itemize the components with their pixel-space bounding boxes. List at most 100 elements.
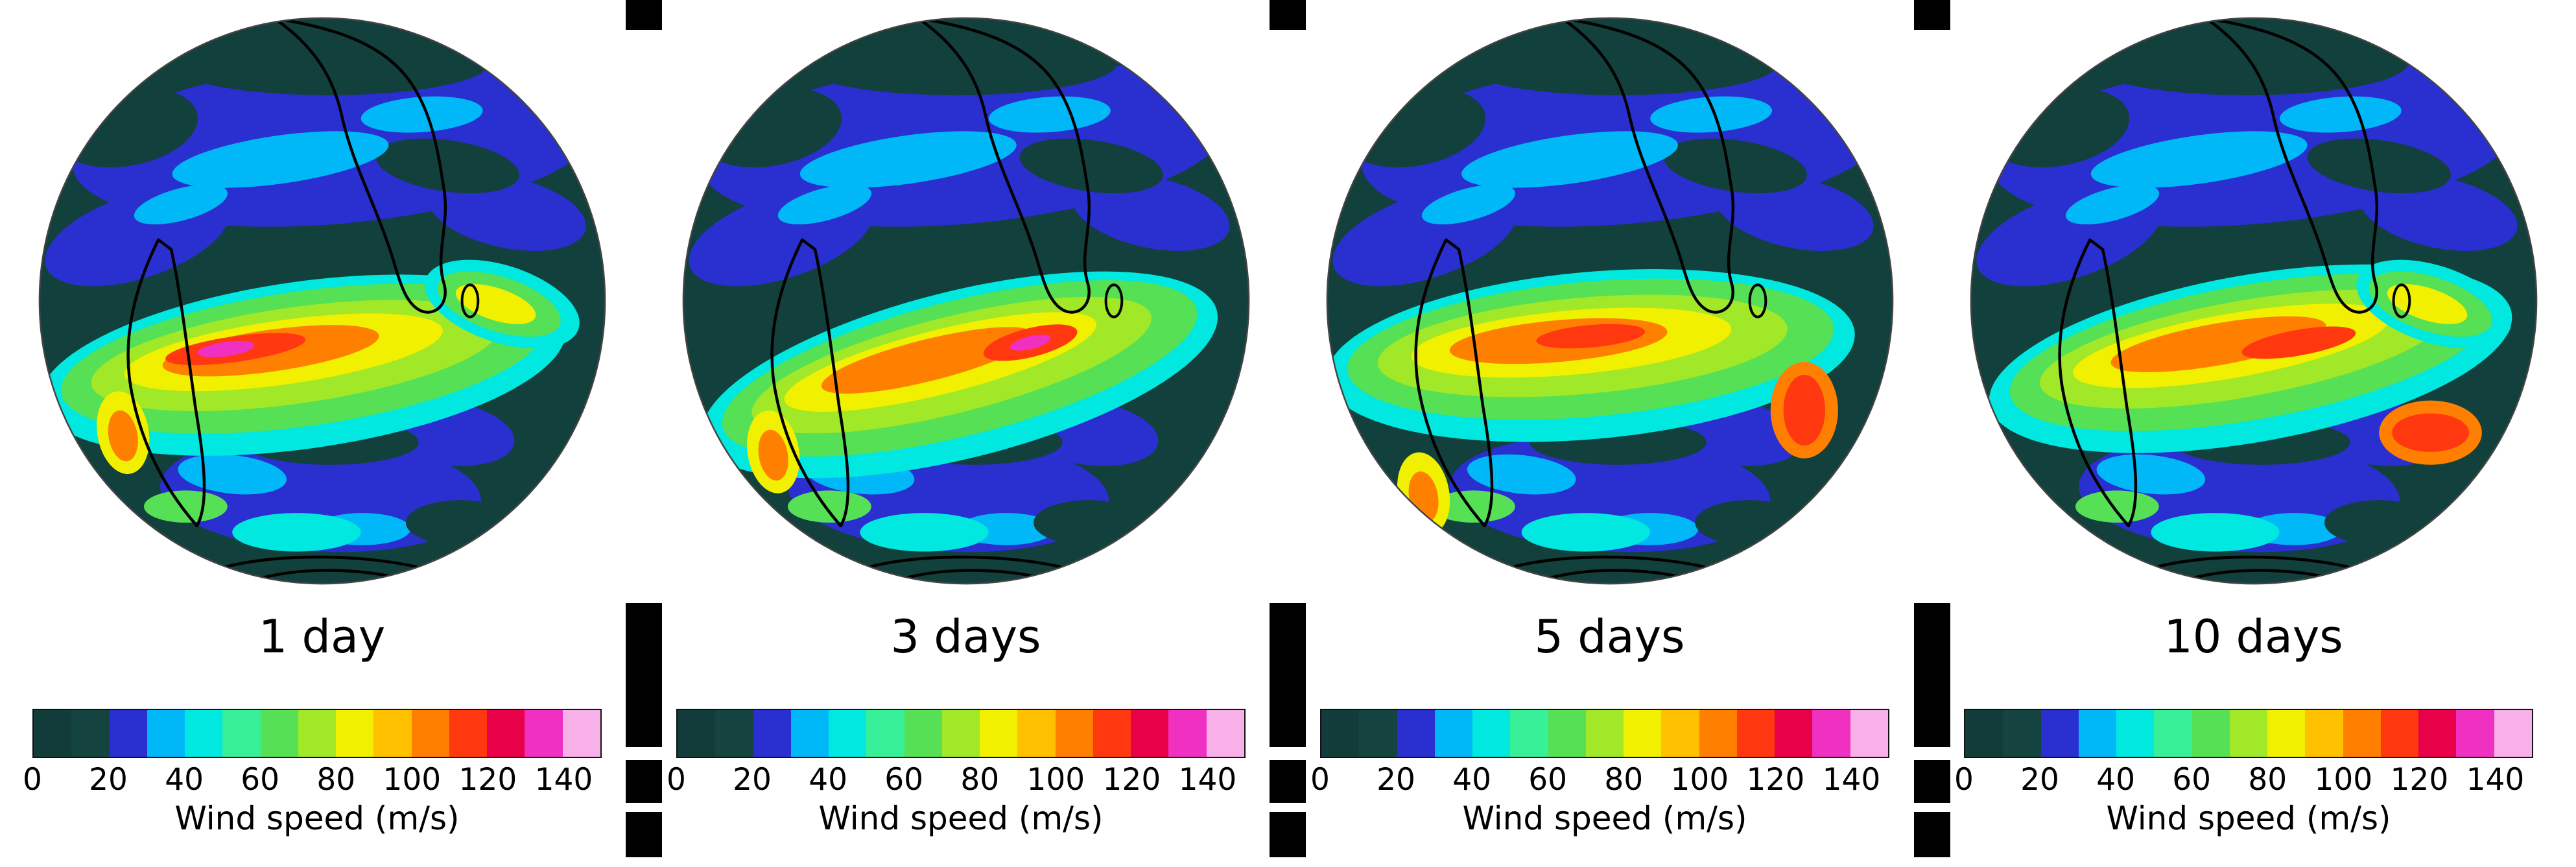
- colorbar-segment: [1397, 710, 1435, 757]
- colorbar-tick: 80: [1604, 762, 1644, 798]
- colorbar-label: Wind speed (m/s): [1462, 800, 1747, 837]
- redaction-block: [626, 812, 662, 857]
- colorbar-tick: 40: [2096, 762, 2136, 798]
- globe-wrap: [33, 12, 611, 590]
- colorbar-segment: [2305, 710, 2343, 757]
- colorbar-segment: [373, 710, 412, 757]
- colorbar-tick: 100: [383, 762, 442, 798]
- panel-1-day: 1 day 0 20 40 60 80 100 120 140 Wind speed (m/s…: [0, 0, 644, 867]
- panel-title: 3 days: [890, 610, 1041, 663]
- colorbar-segment: [71, 710, 110, 757]
- colorbar-tick: 60: [2172, 762, 2212, 798]
- globe-map-1-day: [38, 17, 606, 585]
- colorbar-segment: [1699, 710, 1737, 757]
- colorbar-segment: [790, 710, 829, 757]
- colorbar-label: Wind speed (m/s): [818, 800, 1104, 837]
- colorbar-label: Wind speed (m/s): [174, 800, 460, 837]
- colorbar-segment: [1359, 710, 1397, 757]
- globe-wrap: [1965, 12, 2543, 590]
- colorbar-tick: 40: [1452, 762, 1492, 798]
- redaction-block: [626, 603, 662, 747]
- colorbar-segment: [109, 710, 147, 757]
- redaction-block: [1270, 0, 1306, 30]
- colorbar-segment: [866, 710, 904, 757]
- colorbar-segment: [411, 710, 449, 757]
- colorbar-segment: [34, 710, 72, 757]
- colorbar-segment: [1168, 710, 1207, 757]
- colorbar-segment: [222, 710, 261, 757]
- colorbar-segment: [2229, 710, 2268, 757]
- colorbar-segment: [1206, 710, 1244, 757]
- colorbar-segment: [260, 710, 298, 757]
- colorbar-segment: [1093, 710, 1131, 757]
- colorbar-tick: 0: [23, 762, 42, 798]
- colorbar: 0 20 40 60 80 100 120 140 Wind speed (m/s): [667, 709, 1246, 837]
- colorbar-segment: [487, 710, 525, 757]
- colorbar-tick: 20: [89, 762, 128, 798]
- colorbar-tick: 60: [241, 762, 280, 798]
- colorbar-ticks: 0 20 40 60 80 100 120 140: [23, 762, 602, 800]
- colorbar: 0 20 40 60 80 100 120 140 Wind speed (m/s): [23, 709, 602, 837]
- panel-title: 5 days: [1534, 610, 1685, 663]
- redaction-block: [1914, 0, 1950, 30]
- redaction-block: [1270, 603, 1306, 747]
- colorbar-segment: [1850, 710, 1888, 757]
- colorbar-segment: [2116, 710, 2155, 757]
- redaction-block: [1914, 603, 1950, 747]
- colorbar: 0 20 40 60 80 100 120 140 Wind speed (m/s): [1310, 709, 1889, 837]
- colorbar-tick: 40: [809, 762, 848, 798]
- colorbar-gradient: [676, 709, 1246, 758]
- colorbar-tick: 0: [1954, 762, 1974, 798]
- colorbar-segment: [525, 710, 563, 757]
- colorbar-segment: [753, 710, 791, 757]
- colorbar-tick: 140: [534, 762, 593, 798]
- colorbar: 0 20 40 60 80 100 120 140 Wind speed (m/s): [1954, 709, 2533, 837]
- colorbar-tick: 120: [2390, 762, 2449, 798]
- colorbar-tick: 20: [1377, 762, 1415, 798]
- redaction-block: [1270, 760, 1306, 803]
- redaction-block: [1914, 812, 1950, 857]
- colorbar-segment: [449, 710, 488, 757]
- colorbar-tick: 80: [316, 762, 356, 798]
- colorbar-segment: [1434, 710, 1473, 757]
- colorbar-segment: [2078, 710, 2117, 757]
- colorbar-segment: [562, 710, 600, 757]
- globe-map-10-days: [1970, 17, 2537, 585]
- colorbar-segment: [2003, 710, 2041, 757]
- colorbar-tick: 0: [1310, 762, 1330, 798]
- panel-5-days: 5 days 0 20 40 60 80 100 120 140 Wind speed (m/…: [1288, 0, 1932, 867]
- panel-3-days: 3 days 0 20 40 60 80 100 120 140 Wind speed (m/…: [644, 0, 1288, 867]
- colorbar-segment: [904, 710, 942, 757]
- colorbar-tick: 80: [2248, 762, 2287, 798]
- globe-wrap: [1321, 12, 1899, 590]
- panel-10-days: 10 days 0 20 40 60 80 100 120 140 Wind speed (m…: [1932, 0, 2575, 867]
- colorbar-segment: [298, 710, 337, 757]
- colorbar-ticks: 0 20 40 60 80 100 120 140: [667, 762, 1246, 800]
- colorbar-tick: 0: [667, 762, 686, 798]
- colorbar-segment: [1510, 710, 1548, 757]
- colorbar-segment: [2267, 710, 2306, 757]
- redaction-block: [626, 0, 662, 30]
- colorbar-tick: 120: [458, 762, 517, 798]
- panel-title: 1 day: [258, 610, 386, 663]
- redaction-block: [1914, 760, 1950, 803]
- colorbar-tick: 40: [165, 762, 204, 798]
- colorbar-segment: [2154, 710, 2192, 757]
- colorbar-tick: 20: [733, 762, 772, 798]
- colorbar-tick: 100: [1026, 762, 1085, 798]
- colorbar-tick: 20: [2020, 762, 2059, 798]
- colorbar-segment: [941, 710, 980, 757]
- colorbar-segment: [1965, 710, 2003, 757]
- colorbar-ticks: 0 20 40 60 80 100 120 140: [1310, 762, 1889, 800]
- redaction-block: [1270, 812, 1306, 857]
- colorbar-segment: [2494, 710, 2532, 757]
- colorbar-segment: [1624, 710, 1662, 757]
- colorbar-segment: [2040, 710, 2079, 757]
- colorbar-tick: 80: [960, 762, 1000, 798]
- colorbar-segment: [1321, 710, 1360, 757]
- colorbar-segment: [1736, 710, 1775, 757]
- globe-map-5-days: [1326, 17, 1893, 585]
- colorbar-segment: [185, 710, 223, 757]
- colorbar-segment: [1585, 710, 1624, 757]
